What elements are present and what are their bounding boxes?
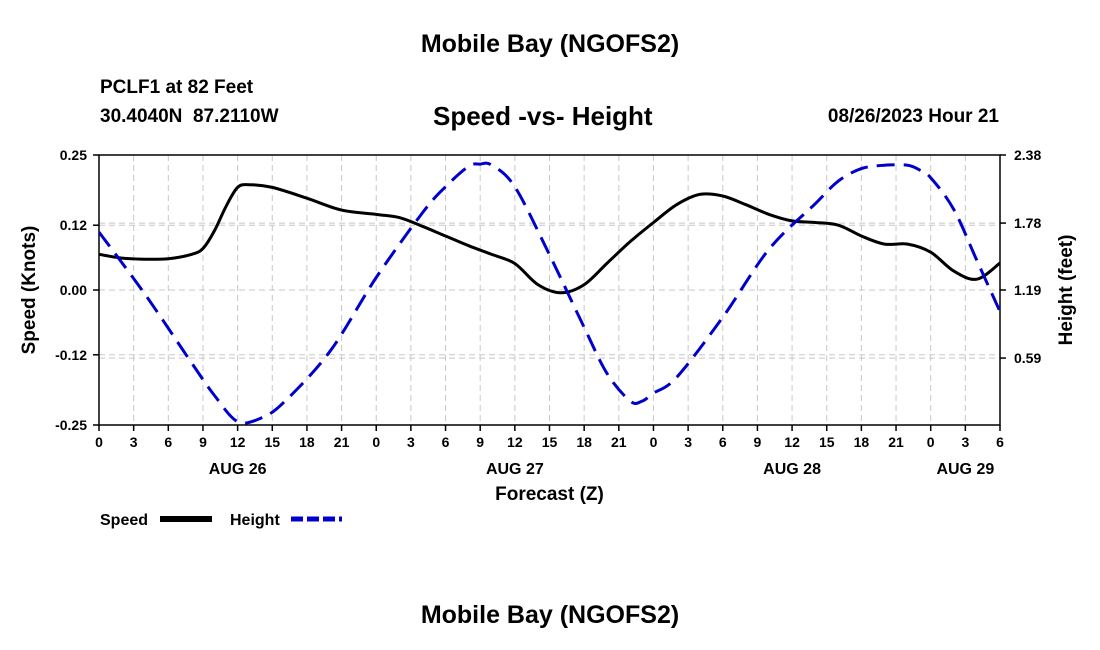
x-day-label: AUG 28 [763, 461, 821, 478]
footer-title: Mobile Bay (NGOFS2) [420, 601, 680, 629]
x-tick-label: 0 [372, 434, 380, 450]
x-tick-label: 0 [927, 434, 935, 450]
x-tick-label: 9 [476, 434, 484, 450]
legend-label-speed: Speed [100, 512, 148, 529]
y-tick-label-right: 0.59 [1014, 350, 1041, 366]
x-tick-label: 21 [334, 434, 350, 450]
station-label: PCLF1 at 82 Feet [100, 77, 254, 98]
x-tick-label: 15 [819, 434, 835, 450]
series-line-speed [99, 183, 1000, 295]
x-tick-label: 21 [611, 434, 627, 450]
legend-label-height: Height [230, 512, 280, 529]
x-tick-label: 3 [961, 434, 969, 450]
x-tick-label: 18 [854, 434, 870, 450]
x-tick-label: 12 [784, 434, 800, 450]
x-day-label: AUG 29 [936, 461, 994, 478]
y-tick-label-left: -0.25 [55, 417, 87, 433]
y-tick-label-right: 1.78 [1014, 215, 1041, 231]
x-axis-label: Forecast (Z) [495, 484, 604, 505]
x-tick-label: 0 [650, 434, 658, 450]
x-tick-label: 12 [507, 434, 523, 450]
x-tick-label: 12 [230, 434, 246, 450]
y-tick-label-left: 0.12 [60, 217, 87, 233]
x-tick-label: 3 [684, 434, 692, 450]
station-coordinates: 30.4040N 87.2110W [100, 106, 279, 127]
x-tick-label: 6 [164, 434, 172, 450]
y-axis-label-right: Height (feet) [1056, 235, 1077, 346]
chart-subtitle: Speed -vs- Height [433, 101, 653, 131]
forecast-datetime: 08/26/2023 Hour 21 [827, 106, 999, 127]
x-tick-label: 0 [95, 434, 103, 450]
x-tick-label: 3 [407, 434, 415, 450]
x-tick-label: 21 [888, 434, 904, 450]
x-tick-label: 9 [199, 434, 207, 450]
x-day-label: AUG 27 [486, 461, 544, 478]
main-title: Mobile Bay (NGOFS2) [420, 30, 680, 58]
x-tick-label: 9 [754, 434, 762, 450]
x-tick-label: 15 [264, 434, 280, 450]
y-tick-label-right: 1.19 [1014, 282, 1041, 298]
x-tick-label: 6 [442, 434, 450, 450]
y-tick-label-left: 0.00 [60, 282, 87, 298]
x-tick-label: 6 [996, 434, 1004, 450]
y-tick-label-left: 0.25 [60, 147, 87, 163]
y-tick-label-right: 2.38 [1014, 147, 1041, 163]
y-tick-label-left: -0.12 [55, 347, 87, 363]
y-axis-label-left: Speed (Knots) [19, 226, 40, 355]
x-tick-label: 3 [130, 434, 138, 450]
x-tick-label: 18 [576, 434, 592, 450]
x-tick-label: 18 [299, 434, 315, 450]
series-line-height [99, 161, 1000, 425]
x-tick-label: 15 [542, 434, 558, 450]
x-tick-label: 6 [719, 434, 727, 450]
x-day-label: AUG 26 [209, 461, 267, 478]
